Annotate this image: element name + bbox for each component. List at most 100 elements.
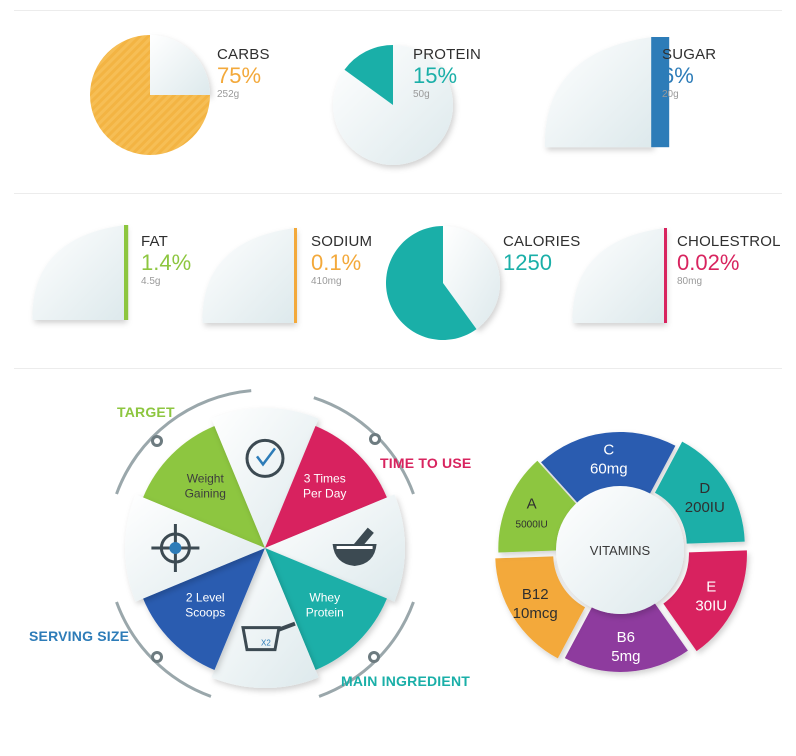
scoop-cup	[241, 626, 281, 652]
crosshair-dot	[169, 542, 182, 554]
vitamin-slice	[541, 432, 676, 506]
vitamin-value: 10mcg	[513, 605, 558, 622]
usage-segment-target	[124, 494, 265, 602]
pie-slice	[90, 35, 211, 156]
nutrient-name: CARBS	[217, 46, 270, 63]
nutrient-amount: 20g	[662, 89, 679, 100]
nutrient-amount: 4.5g	[141, 276, 161, 287]
serving-size-title: SERVING SIZE	[29, 628, 130, 644]
usage-label-line: Scoops	[185, 606, 225, 620]
vitamin-segment-b12: B12 10mcg	[495, 556, 586, 659]
nutrient-value: 0.1%	[311, 250, 362, 275]
nutrient-name: PROTEIN	[413, 46, 482, 63]
vitamin-name: D	[699, 480, 710, 497]
connector-arc	[115, 389, 252, 495]
target-title: TARGET	[117, 404, 175, 420]
vitamin-segment-e: E 30IU	[663, 550, 747, 652]
connector-dot-inner	[372, 436, 378, 442]
nutrient-amount: 252g	[217, 89, 240, 100]
pie-remainder	[202, 228, 295, 323]
nutrient-name: FAT	[141, 233, 168, 250]
vitamin-name: C	[603, 442, 614, 459]
usage-label-line: Protein	[306, 606, 344, 620]
pie-remainder	[333, 45, 454, 165]
connector-dot-inner	[371, 654, 377, 660]
nutrient-value: 6%	[662, 63, 694, 88]
pie-slice	[344, 45, 393, 105]
pie-sugar	[544, 37, 670, 148]
pie-remainder	[443, 226, 501, 330]
pie-calories	[385, 226, 501, 340]
vitamin-segment-a: A 5000IU	[498, 460, 577, 553]
nutrient-name: CHOLESTROL	[677, 233, 781, 250]
nutrient-name: CALORIES	[503, 233, 581, 250]
pie-carbs	[90, 35, 211, 156]
vitamin-value: 5000IU	[516, 519, 548, 530]
pie-remainder	[32, 225, 125, 320]
pie-slice	[651, 37, 670, 148]
vitamin-name: A	[527, 495, 537, 512]
nutrient-amount: 50g	[413, 89, 430, 100]
time-to-use-title: TIME TO USE	[380, 455, 472, 471]
vitamin-value: 5mg	[611, 648, 640, 665]
usage-label-line: Weight	[187, 471, 225, 485]
pie-cholestrol	[572, 228, 667, 323]
usage-slice	[211, 548, 319, 688]
vitamin-slice	[663, 550, 747, 652]
connector-dot-inner	[154, 654, 160, 660]
mortar-bowl-icon	[332, 527, 377, 566]
usage-segment-scoop: X2	[211, 548, 319, 688]
vitamin-value: 30IU	[695, 598, 727, 615]
pie-protein	[333, 45, 454, 165]
vitamin-slice	[498, 460, 577, 553]
pie-slice	[385, 226, 477, 340]
usage-segment-clock	[211, 408, 319, 548]
scoop-handle	[278, 621, 296, 632]
clock-icon	[245, 438, 285, 478]
pie-slice	[124, 225, 129, 320]
scoop-mark: X2	[261, 639, 271, 648]
divider-middle-2	[14, 368, 782, 369]
nutrient-value: 1250	[503, 250, 552, 275]
usage-label-line: Whey	[309, 591, 340, 605]
nutrient-value: 75%	[217, 63, 262, 88]
pie-sodium	[202, 228, 297, 323]
vitamin-slice	[495, 556, 586, 659]
clock-face	[245, 438, 285, 478]
divider-top	[14, 10, 782, 11]
clock-check	[256, 447, 276, 467]
nutrient-name: SODIUM	[311, 233, 373, 250]
nutrient-amount: 410mg	[311, 276, 342, 287]
usage-slice	[265, 548, 387, 670]
vitamin-slice	[654, 441, 745, 544]
usage-slice	[265, 426, 387, 548]
pie-remainder	[150, 35, 210, 95]
pestle	[353, 527, 374, 550]
vitamin-segment-d: D 200IU	[654, 441, 745, 544]
crosshair-icon	[151, 524, 200, 572]
usage-slice	[143, 548, 265, 670]
vitamins-center	[556, 486, 684, 614]
vitamin-slice	[564, 603, 688, 672]
usage-label-line: Gaining	[185, 486, 226, 500]
pie-slice	[664, 228, 667, 323]
vitamin-name: B12	[522, 586, 549, 603]
vitamins-center-label: VITAMINS	[590, 543, 651, 558]
vitamin-value: 60mg	[590, 461, 628, 478]
pie-remainder	[544, 37, 653, 148]
bowl	[332, 544, 377, 566]
bowl-rim	[336, 546, 373, 549]
usage-segment-bowl	[265, 494, 406, 602]
pie-fat	[32, 225, 129, 320]
pie-remainder	[572, 228, 665, 323]
main-ingredient-title: MAIN INGREDIENT	[341, 673, 470, 689]
scoop-icon: X2	[241, 621, 296, 652]
nutrient-amount: 80mg	[677, 276, 703, 287]
nutrient-name: SUGAR	[662, 46, 717, 63]
